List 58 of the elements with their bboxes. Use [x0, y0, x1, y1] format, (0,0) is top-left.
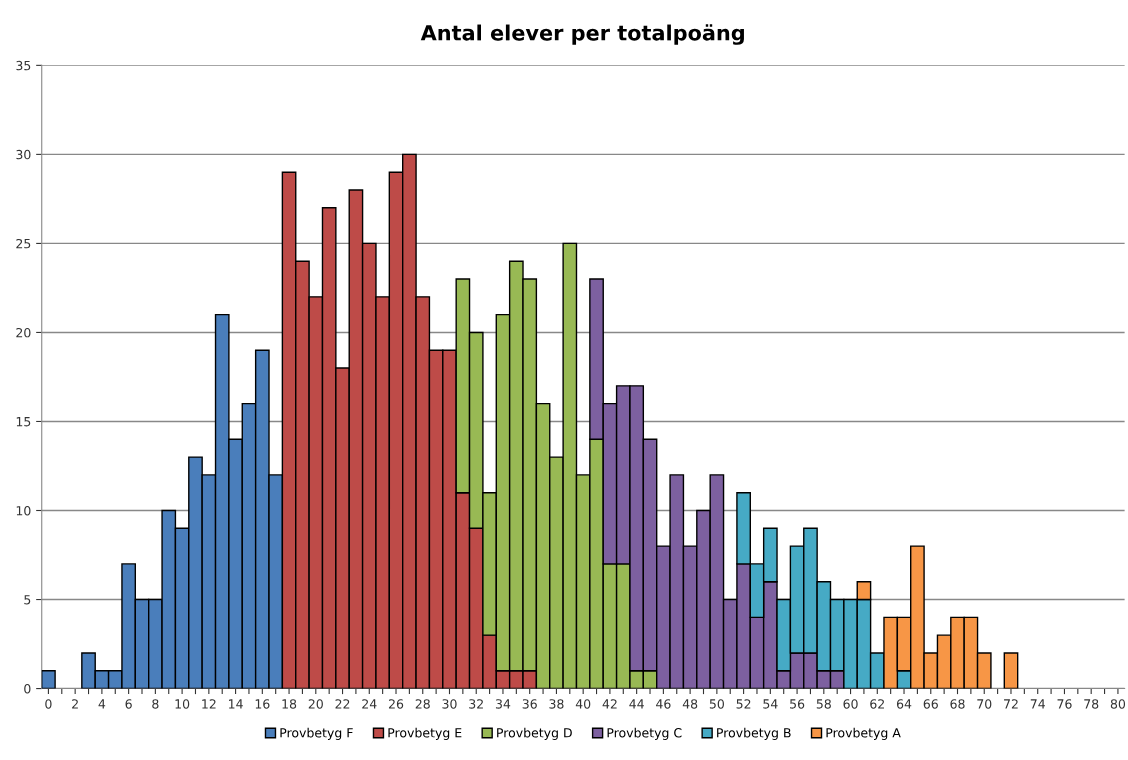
x-tick-label: 6 — [125, 699, 132, 709]
x-tick-label: 18 — [282, 699, 297, 709]
x-tick-label: 22 — [335, 699, 350, 709]
x-tick-label: 34 — [495, 699, 511, 709]
x-tick-label: 42 — [602, 699, 617, 709]
x-tick-label: 44 — [629, 699, 644, 709]
x-tick-label: 62 — [870, 699, 884, 709]
y-tick-label: 15 — [16, 417, 31, 427]
x-tick-label: 24 — [362, 699, 377, 709]
x-tick-label: 20 — [308, 699, 323, 709]
x-tick-label: 32 — [469, 699, 483, 709]
x-tick-label: 16 — [255, 699, 270, 709]
chart-title: Antal elever per totalpoäng — [420, 24, 744, 45]
bar — [1003, 652, 1019, 689]
y-tick-label: 5 — [24, 595, 31, 605]
bar — [41, 670, 56, 689]
x-tick-label: 26 — [388, 699, 404, 709]
x-tick-label: 10 — [175, 699, 190, 709]
x-tick-label: 38 — [549, 699, 564, 709]
x-tick-label: 52 — [736, 699, 751, 709]
legend-label: Provbetyg A — [826, 727, 901, 740]
legend-label: Provbetyg B — [717, 727, 791, 740]
x-tick-label: 36 — [522, 699, 537, 709]
y-tick-label: 10 — [16, 505, 31, 516]
y-tick-label: 0 — [24, 684, 31, 694]
x-tick-label: 60 — [843, 699, 858, 709]
x-tick-label: 12 — [202, 699, 216, 709]
x-tick-label: 40 — [575, 699, 591, 709]
x-tick-label: 30 — [442, 699, 457, 709]
legend-label: Provbetyg E — [388, 727, 462, 740]
x-tick-label: 46 — [656, 699, 671, 709]
x-tick-label: 80 — [1110, 699, 1126, 709]
x-tick-label: 4 — [98, 699, 106, 709]
x-tick-label: 76 — [1057, 699, 1072, 709]
x-tick-label: 74 — [1030, 699, 1045, 709]
x-tick-label: 58 — [816, 699, 831, 709]
legend-label: Provbetyg D — [497, 727, 572, 740]
x-tick-label: 56 — [790, 699, 805, 709]
y-tick-label: 20 — [16, 327, 31, 338]
x-tick-label: 70 — [977, 699, 992, 709]
x-tick-label: 78 — [1084, 699, 1099, 709]
x-tick-label: 64 — [896, 699, 912, 709]
x-tick-label: 14 — [229, 699, 243, 709]
x-tick-label: 50 — [709, 699, 724, 709]
x-tick-label: 2 — [72, 699, 78, 709]
x-tick-label: 28 — [415, 699, 430, 709]
x-tick-label: 8 — [152, 699, 159, 709]
x-tick-label: 0 — [45, 699, 52, 709]
x-tick-label: 72 — [1004, 699, 1018, 709]
x-tick-label: 68 — [950, 699, 965, 709]
y-tick-label: 30 — [16, 149, 31, 160]
legend-label: Provbetyg F — [280, 727, 353, 740]
y-tick-label: 35 — [16, 60, 31, 71]
x-tick-label: 48 — [682, 699, 698, 709]
x-tick-label: 54 — [763, 699, 778, 709]
y-tick-label: 25 — [16, 238, 31, 249]
x-tick-label: 66 — [923, 699, 938, 709]
legend-label: Provbetyg C — [607, 727, 682, 740]
